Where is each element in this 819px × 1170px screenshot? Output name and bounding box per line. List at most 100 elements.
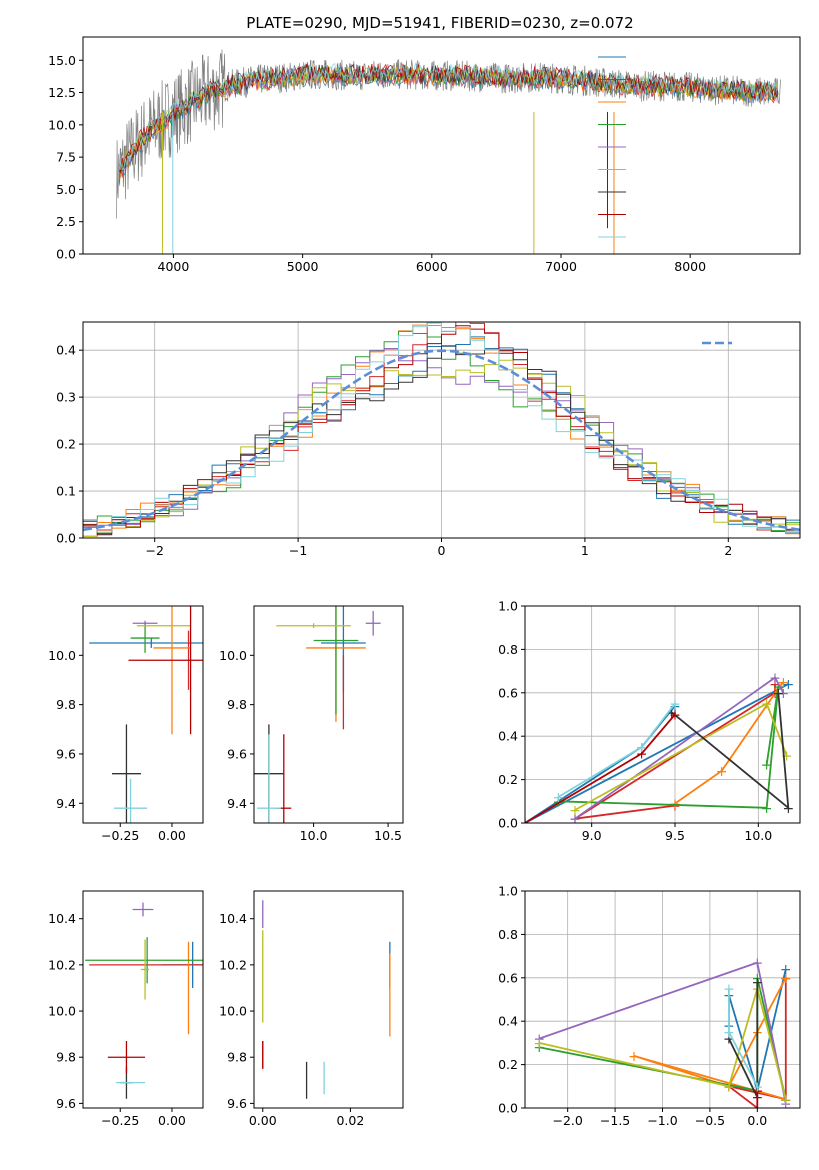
y-tick-label: 10.0 bbox=[48, 1004, 76, 1019]
plot-area bbox=[262, 900, 391, 1099]
plot-area bbox=[89, 606, 203, 823]
y-tick-label: 9.6 bbox=[56, 1096, 76, 1111]
x-tick-label: 8000 bbox=[674, 259, 706, 274]
plot-area bbox=[83, 322, 800, 537]
y-tick-label: 10.2 bbox=[48, 957, 76, 972]
weight-marker: + bbox=[569, 803, 581, 819]
weight-marker: + bbox=[723, 1032, 735, 1048]
x-tick-label: 10.5 bbox=[374, 828, 402, 843]
x-tick-label: −1 bbox=[289, 543, 307, 558]
x-tick-label: 0.02 bbox=[336, 1113, 364, 1128]
model-line bbox=[118, 62, 779, 171]
histogram-steps bbox=[83, 359, 800, 537]
axes-frame bbox=[82, 890, 204, 1109]
weight-vs-age-panel: ++++++++++++++ ++++++++++++++++++9.0 9.5 10… bbox=[498, 599, 801, 843]
weight-marker: + bbox=[628, 1049, 640, 1065]
x-tick-label: 10.0 bbox=[300, 828, 328, 843]
weight-marker: + bbox=[751, 1101, 763, 1117]
plot-area: ++++++++++++++++++++++++++++++++ bbox=[533, 956, 792, 1117]
weight-line bbox=[558, 686, 780, 809]
normal-curve bbox=[83, 349, 800, 532]
mass-vs-metallicity-panel: −0.25 0.00 9.6 9.8 10.0 10.2 10.4 bbox=[48, 890, 204, 1128]
y-tick-label: 0.0 bbox=[498, 816, 518, 831]
x-tick-label: 5000 bbox=[287, 259, 319, 274]
x-tick-label: −0.25 bbox=[101, 1113, 139, 1128]
weight-marker: + bbox=[772, 686, 784, 702]
weight-marker: + bbox=[751, 975, 763, 991]
y-tick-label: 10.4 bbox=[48, 911, 76, 926]
histogram-steps bbox=[83, 325, 800, 535]
weight-marker: + bbox=[751, 1079, 763, 1095]
y-tick-label: 9.4 bbox=[56, 796, 76, 811]
weight-marker: + bbox=[777, 686, 789, 702]
weight-marker: + bbox=[666, 705, 678, 721]
histogram-steps bbox=[83, 322, 800, 533]
x-tick-label: 1 bbox=[581, 543, 589, 558]
weight-marker: + bbox=[723, 982, 735, 998]
axes-frame bbox=[253, 605, 404, 824]
y-tick-label: 0.3 bbox=[56, 390, 76, 405]
weight-line bbox=[557, 703, 676, 798]
x-tick-label: 0.00 bbox=[158, 828, 186, 843]
weight-marker: + bbox=[636, 740, 648, 756]
y-tick-label: 1.0 bbox=[498, 599, 518, 614]
weight-marker: + bbox=[533, 1032, 545, 1048]
weight-marker: + bbox=[533, 1036, 545, 1052]
x-tick-label: −2 bbox=[145, 543, 163, 558]
weight-marker: + bbox=[780, 971, 792, 987]
x-tick-label: 0.00 bbox=[158, 1113, 186, 1128]
weight-marker: + bbox=[769, 677, 781, 693]
axes-frame bbox=[82, 36, 801, 255]
y-tick-label: 9.4 bbox=[227, 796, 247, 811]
y-tick-label: 0.8 bbox=[498, 927, 518, 942]
weight-line bbox=[674, 681, 785, 805]
y-tick-label: 10.0 bbox=[219, 648, 247, 663]
weight-marker: + bbox=[769, 671, 781, 687]
age-vs-mass-panel: 10.0 10.5 9.4 9.6 9.8 10.0 bbox=[219, 605, 404, 843]
mass-vs-ebv-panel: 0.00 0.02 9.6 9.8 10.0 10.2 10.4 bbox=[219, 890, 404, 1128]
y-tick-label: 12.5 bbox=[48, 85, 76, 100]
x-tick-label: −0.25 bbox=[101, 828, 139, 843]
weight-marker: + bbox=[569, 812, 581, 828]
plot-area bbox=[85, 902, 203, 1099]
weight-marker: + bbox=[772, 679, 784, 695]
weight-vs-metallicity-panel: ++++++++++++++++++++++++++++++++−2.0 −1.5… bbox=[498, 884, 801, 1128]
y-tick-label: 9.8 bbox=[56, 1050, 76, 1065]
weight-marker: + bbox=[669, 708, 681, 724]
x-tick-label: 0.0 bbox=[747, 1113, 767, 1128]
y-tick-label: 7.5 bbox=[56, 150, 76, 165]
y-tick-label: 0.4 bbox=[498, 729, 518, 744]
y-tick-label: 0.6 bbox=[498, 970, 518, 985]
y-tick-label: 0.6 bbox=[498, 685, 518, 700]
y-tick-label: 5.0 bbox=[56, 182, 76, 197]
axes-frame bbox=[524, 605, 801, 824]
y-tick-label: 9.6 bbox=[227, 1096, 247, 1111]
spectrum-panel: 4000 5000 6000 7000 8000 0.0 2.5 5.0 7.5 10.0 12.5… bbox=[48, 36, 801, 274]
weight-marker: + bbox=[780, 1092, 792, 1108]
age-vs-metallicity-panel: −0.25 0.00 9.4 9.6 9.8 10.0 bbox=[48, 605, 204, 843]
x-tick-label: 0 bbox=[438, 543, 446, 558]
y-tick-label: 10.0 bbox=[219, 1004, 247, 1019]
weight-marker: + bbox=[782, 801, 794, 817]
legend bbox=[598, 56, 626, 238]
weight-marker: + bbox=[569, 812, 581, 828]
y-tick-label: 15.0 bbox=[48, 53, 76, 68]
weight-marker: + bbox=[780, 962, 792, 978]
plot-area: ++++++++++++++++++++++++++++++++ bbox=[519, 671, 794, 832]
weight-marker: + bbox=[519, 816, 531, 832]
weight-line bbox=[538, 985, 787, 1100]
y-tick-label: 0.4 bbox=[498, 1014, 518, 1029]
weight-line bbox=[728, 988, 759, 1087]
weight-marker: + bbox=[723, 1079, 735, 1095]
figure-title: PLATE=0290, MJD=51941, FIBERID=0230, z=0… bbox=[246, 14, 633, 32]
weight-line bbox=[525, 713, 676, 823]
x-tick-label: 4000 bbox=[158, 259, 190, 274]
plot-area bbox=[116, 49, 781, 254]
weight-marker: + bbox=[519, 816, 531, 832]
weight-marker: + bbox=[669, 699, 681, 715]
x-tick-label: −1.0 bbox=[647, 1113, 677, 1128]
y-tick-label: 9.8 bbox=[227, 697, 247, 712]
axes-frame bbox=[253, 890, 404, 1109]
x-tick-label: 0.00 bbox=[249, 1113, 277, 1128]
residual-histogram-panel: −2 −1 0 1 2 0.0 0.1 0.2 0.3 0.4 bbox=[56, 321, 801, 558]
